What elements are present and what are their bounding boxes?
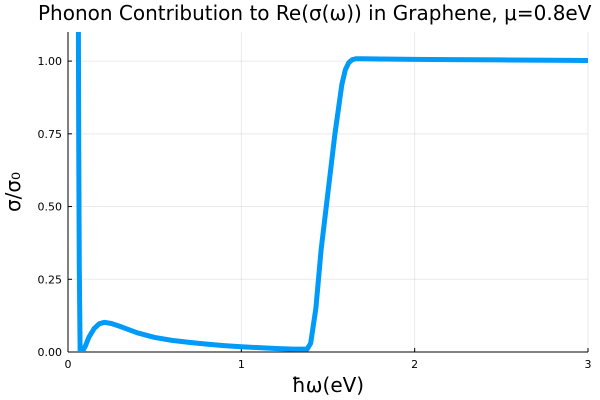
- y-tick-label: 0.25: [38, 273, 63, 286]
- x-tick-label: 0: [65, 358, 72, 371]
- chart-title: Phonon Contribution to Re(σ(ω)) in Graph…: [38, 1, 592, 25]
- x-tick-label: 3: [585, 358, 592, 371]
- y-axis-label: σ/σ₀: [1, 172, 25, 212]
- ticks: 0 1 2 3 0.00 0.25 0.50 0.75 1.00: [38, 55, 592, 371]
- x-tick-label: 2: [411, 358, 418, 371]
- series-line: [75, 32, 588, 352]
- y-tick-label: 0.75: [38, 128, 63, 141]
- x-axis-label: ħω(eV): [292, 373, 364, 397]
- series: [75, 32, 588, 352]
- y-tick-label: 0.00: [38, 346, 63, 359]
- y-tick-label: 0.50: [38, 201, 63, 214]
- x-tick-label: 1: [238, 358, 245, 371]
- y-tick-label: 1.00: [38, 55, 63, 68]
